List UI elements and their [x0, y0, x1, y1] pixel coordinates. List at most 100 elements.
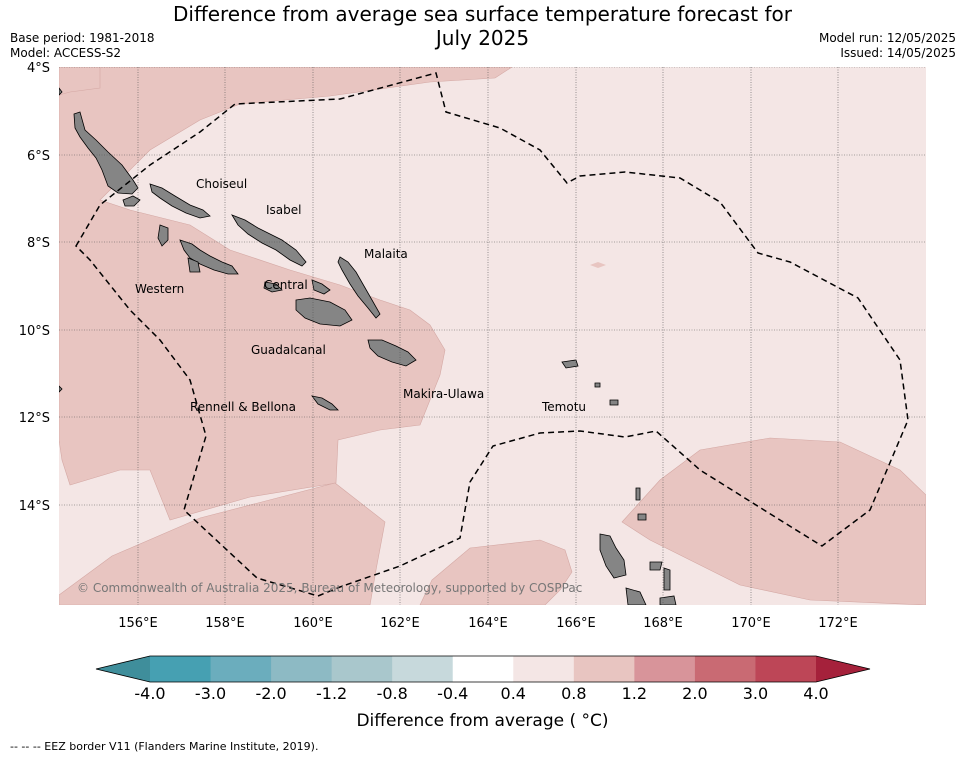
- colorbar-tick-label: 0.4: [501, 684, 526, 703]
- utupua-island: [594, 382, 601, 388]
- title-line-2: July 2025: [435, 26, 530, 50]
- colorbar-tick-label: 1.2: [622, 684, 647, 703]
- lon-tick: 166°E: [556, 616, 596, 631]
- title-line-1: Difference from average sea surface temp…: [172, 2, 792, 26]
- santa-isabel-island: [231, 214, 307, 267]
- lon-tick: 158°E: [205, 616, 245, 631]
- colorbar-segment: [634, 656, 696, 682]
- land-masses: [59, 87, 677, 605]
- colorbar-segment: [452, 656, 514, 682]
- colorbar-tick-label: 4.0: [803, 684, 828, 703]
- lon-tick: 168°E: [643, 616, 683, 631]
- torres-islands: [635, 487, 641, 501]
- lon-tick: 162°E: [380, 616, 420, 631]
- colorbar-tick-label: 3.0: [743, 684, 768, 703]
- map-title: Difference from average sea surface temp…: [0, 2, 965, 50]
- warm-anomaly-area-southeast: [621, 437, 926, 605]
- lon-tick: 156°E: [118, 616, 158, 631]
- copyright-notice: © Commonwealth of Australia 2025, Bureau…: [77, 581, 582, 595]
- vanikoro-island: [609, 399, 619, 406]
- lon-tick: 160°E: [293, 616, 333, 631]
- colorbar-segment: [331, 656, 393, 682]
- latitude-ticks: 4°S 6°S 8°S 10°S 12°S 14°S: [19, 61, 50, 514]
- lat-tick: 4°S: [27, 61, 50, 76]
- espiritu-santo-island: [599, 533, 627, 579]
- model-run: Model run: 12/05/2025: [818, 31, 956, 45]
- longitude-ticks: 156°E 158°E 160°E 162°E 164°E 166°E 168°…: [118, 616, 858, 631]
- colorbar-title: Difference from average ( °C): [356, 711, 609, 731]
- colorbar-tick-label: -2.0: [255, 684, 286, 703]
- warm-anomaly-area-south: [59, 482, 386, 605]
- colorbar-tick-label: 2.0: [682, 684, 707, 703]
- malaita-island: [337, 256, 381, 319]
- colorbar-segment: [755, 656, 817, 682]
- issued-date: Issued: 14/05/2025: [840, 46, 956, 60]
- lat-tick: 8°S: [27, 236, 50, 251]
- region-labels: Choiseul Isabel Malaita Western Central …: [135, 177, 586, 414]
- region-label-central: Central: [264, 278, 308, 292]
- colorbar-tick-label: -0.4: [437, 684, 468, 703]
- model-info: Base period: 1981-2018 Model: ACCESS-S2: [10, 31, 155, 61]
- region-label-western: Western: [135, 282, 184, 296]
- west-edge-island: [59, 87, 63, 96]
- warm-anomaly-patch: [590, 262, 606, 268]
- region-label-rennell-bellona: Rennell & Bellona: [190, 400, 296, 414]
- colorbar-tick-label: -0.8: [377, 684, 408, 703]
- colorbar-segment: [694, 656, 756, 682]
- run-info: Model run: 12/05/2025 Issued: 14/05/2025: [819, 31, 956, 61]
- rendova-island: [187, 257, 201, 273]
- colorbar-segment: [573, 656, 635, 682]
- lon-tick: 170°E: [731, 616, 771, 631]
- map-panel: Choiseul Isabel Malaita Western Central …: [59, 67, 926, 605]
- lat-tick: 6°S: [27, 149, 50, 164]
- lon-tick: 164°E: [468, 616, 508, 631]
- eez-border: [75, 72, 909, 597]
- region-label-makira-ulawa: Makira-Ulawa: [403, 387, 484, 401]
- model-name: Model: ACCESS-S2: [10, 46, 122, 60]
- region-label-choiseul: Choiseul: [196, 177, 247, 191]
- malekula-island: [625, 587, 647, 605]
- lat-tick: 12°S: [19, 411, 50, 426]
- graticule: [59, 67, 926, 605]
- makira-island: [367, 339, 417, 367]
- colorbar-extend-high: [816, 656, 870, 682]
- shortland-islands: [122, 195, 141, 207]
- colorbar-tick-label: -4.0: [134, 684, 165, 703]
- vella-lavella-island: [157, 224, 169, 247]
- banks-island: [637, 513, 647, 521]
- colorbar-tick-label: -1.2: [316, 684, 347, 703]
- lat-tick: 14°S: [19, 499, 50, 514]
- warm-anomaly-area-southcentral: [419, 539, 573, 605]
- base-period: Base period: 1981-2018: [10, 31, 155, 45]
- new-georgia-group: [179, 239, 239, 275]
- colorbar-segment: [513, 656, 575, 682]
- guadalcanal-island: [295, 297, 353, 327]
- colorbar-segment: [150, 656, 212, 682]
- lat-tick: 10°S: [19, 324, 50, 339]
- region-label-malaita: Malaita: [364, 247, 408, 261]
- west-edge-islet: [59, 385, 63, 393]
- colorbar-tick-label: 0.8: [561, 684, 586, 703]
- colorbar-segment: [392, 656, 454, 682]
- region-label-temotu: Temotu: [541, 400, 586, 414]
- santa-cruz-island: [561, 359, 579, 369]
- ambae-island: [659, 595, 677, 605]
- colorbar-outline: [95, 655, 871, 683]
- warm-anomaly-area-northwest: [59, 67, 101, 96]
- colorbar-segment: [271, 656, 333, 682]
- region-label-isabel: Isabel: [266, 203, 301, 217]
- colorbar: -4.0 -3.0 -2.0 -1.2 -0.8 -0.4 0.4 0.8 1.2 2.0 3.0 4…: [95, 655, 871, 703]
- choiseul-island: [149, 183, 211, 219]
- colorbar-segment: [210, 656, 272, 682]
- maewo-island: [649, 561, 663, 571]
- colorbar-extend-low: [96, 656, 150, 682]
- region-label-guadalcanal: Guadalcanal: [251, 343, 326, 357]
- eez-footnote: -- -- -- EEZ border V11 (Flanders Marine…: [10, 740, 319, 753]
- pentecost-island: [663, 567, 671, 591]
- lon-tick: 172°E: [818, 616, 858, 631]
- colorbar-tick-label: -3.0: [195, 684, 226, 703]
- rennell-island: [311, 395, 339, 411]
- warm-anomaly-area-north: [59, 67, 513, 521]
- florida-islands: [263, 281, 283, 293]
